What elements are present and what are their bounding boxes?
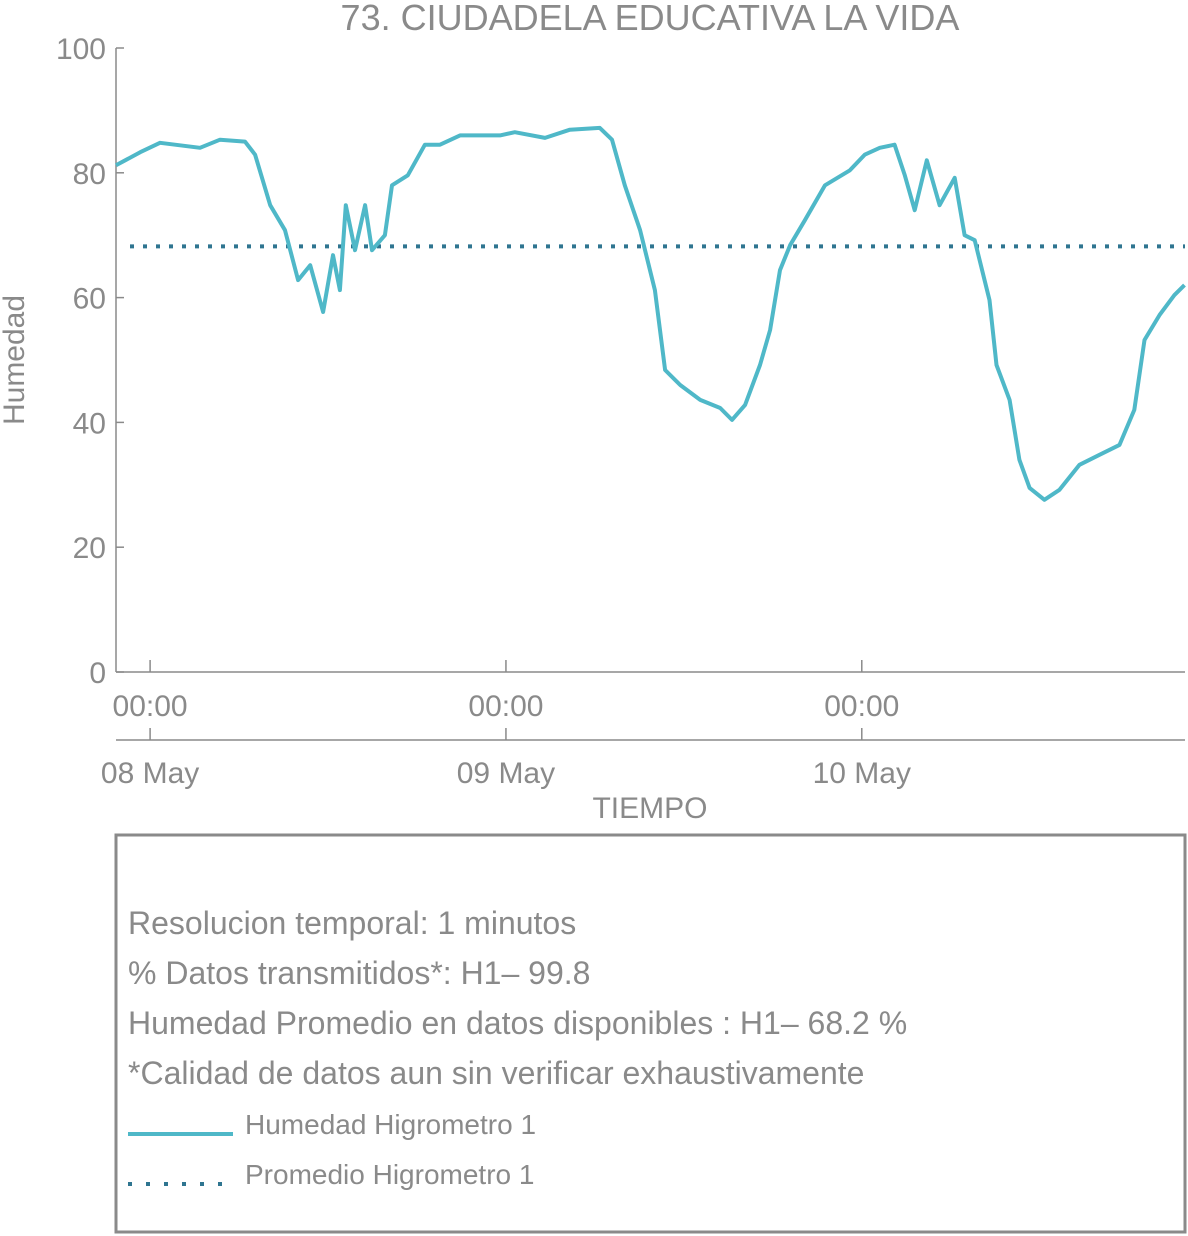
y-tick-label: 40 (73, 407, 106, 440)
info-text: *Calidad de datos aun sin verificar exha… (128, 1055, 864, 1091)
info-text: % Datos transmitidos*: H1– 99.8 (128, 955, 590, 991)
legend-label: Humedad Higrometro 1 (245, 1109, 536, 1140)
x-tick-label: 00:00 (824, 690, 899, 723)
chart-title: 73. CIUDADELA EDUCATIVA LA VIDA (341, 0, 960, 38)
info-text: Humedad Promedio en datos disponibles : … (128, 1005, 907, 1041)
x-tick-label: 00:00 (468, 690, 543, 723)
info-box (114, 833, 1187, 1234)
y-tick-label: 60 (73, 283, 106, 316)
y-axis-label: Humedad (0, 295, 31, 425)
x-date-label: 08 May (101, 757, 199, 790)
y-tick-label: 80 (73, 158, 106, 191)
x-tick-label: 00:00 (113, 690, 188, 723)
legend-label: Promedio Higrometro 1 (245, 1159, 534, 1190)
y-tick-label: 20 (73, 532, 106, 565)
info-text: Resolucion temporal: 1 minutos (128, 905, 576, 941)
x-axis-label: TIEMPO (592, 792, 707, 825)
data-line (115, 125, 1186, 502)
x-date-label: 10 May (813, 757, 911, 790)
x-date-label: 09 May (457, 757, 555, 790)
y-tick-label: 100 (56, 33, 106, 66)
y-tick-label: 0 (89, 657, 106, 690)
